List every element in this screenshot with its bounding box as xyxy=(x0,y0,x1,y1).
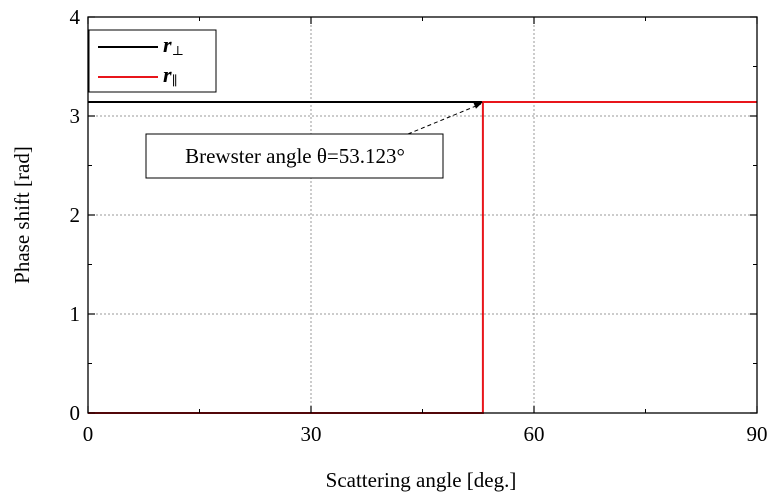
y-tick-label: 2 xyxy=(70,203,81,227)
annotation-text: Brewster angle θ=53.123° xyxy=(185,144,405,168)
y-tick-label: 4 xyxy=(70,5,81,29)
legend-entry: r⊥ xyxy=(98,32,184,58)
y-tick-label: 0 xyxy=(70,401,81,425)
x-axis-title: Scattering angle [deg.] xyxy=(326,468,517,492)
annotation-arrowhead xyxy=(473,101,483,109)
legend-label-r-par: r∥ xyxy=(163,62,178,88)
y-tick-label: 1 xyxy=(70,302,81,326)
brewster-annotation: Brewster angle θ=53.123° xyxy=(145,101,483,179)
annotation-arrow xyxy=(407,103,482,135)
axis-ticks: 0 30 60 90 0 1 2 3 4 xyxy=(70,5,768,446)
x-tick-label: 90 xyxy=(747,422,768,446)
x-tick-label: 0 xyxy=(83,422,94,446)
legend-label-r-perp: r⊥ xyxy=(163,32,184,58)
y-tick-label: 3 xyxy=(70,104,81,128)
x-tick-label: 30 xyxy=(301,422,322,446)
legend-entry: r∥ xyxy=(98,62,178,88)
legend-box xyxy=(88,29,217,93)
x-tick-label: 60 xyxy=(524,422,545,446)
annotation-box xyxy=(145,133,444,179)
legend: r⊥ r∥ xyxy=(88,29,217,93)
grid-lines xyxy=(88,17,757,413)
y-axis-title: Phase shift [rad] xyxy=(10,146,34,284)
